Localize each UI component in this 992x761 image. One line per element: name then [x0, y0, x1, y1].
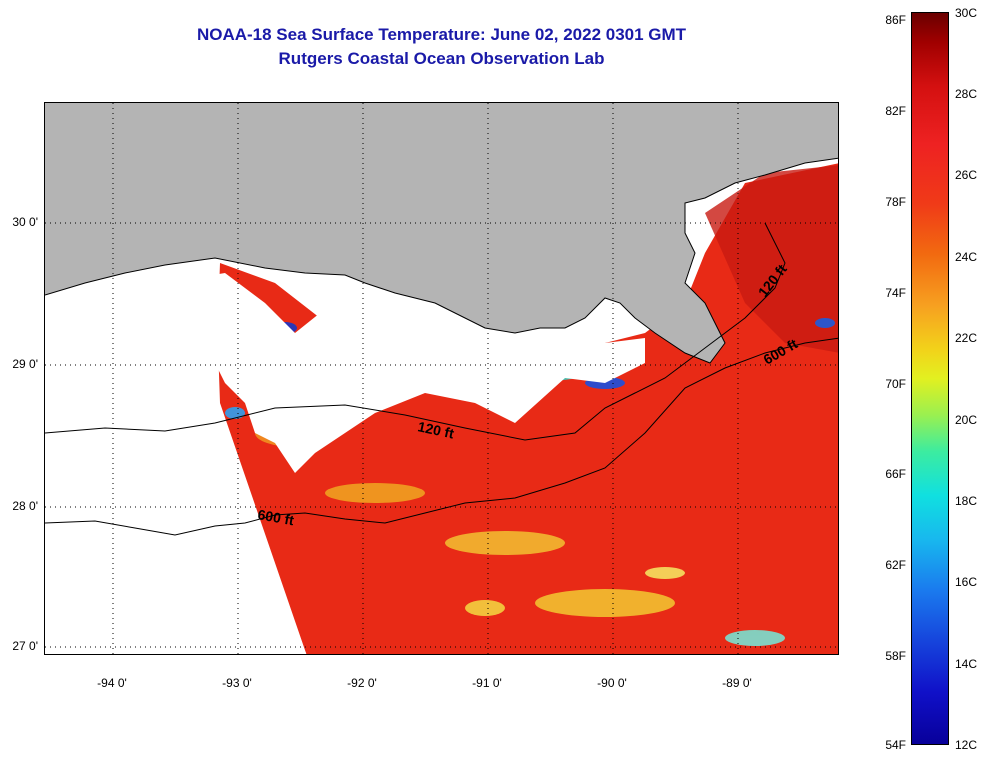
lon-label-90: -90 0' — [597, 676, 627, 690]
chart-title: NOAA-18 Sea Surface Temperature: June 02… — [196, 25, 687, 44]
lon-label-91: -91 0' — [472, 676, 502, 690]
colorbar-c-14: 14C — [955, 657, 978, 671]
colorbar-c-12: 12C — [955, 738, 978, 752]
colorbar — [911, 12, 949, 745]
colorbar-c-22: 22C — [955, 331, 978, 345]
colorbar-c-26: 26C — [955, 168, 978, 182]
colorbar-c-20: 20C — [955, 413, 978, 427]
sst-warm-patch — [705, 165, 838, 353]
no-data-west — [45, 258, 307, 654]
sst-map: 120 ft 600 ft 120 ft 600 ft — [44, 102, 839, 655]
contour-label-120ft-west: 120 ft — [416, 418, 455, 441]
colorbar-c-30: 30C — [955, 6, 978, 20]
colorbar-f-78: 78F — [885, 195, 906, 209]
colorbar-c-28: 28C — [955, 87, 978, 101]
colorbar-c-16: 16C — [955, 575, 978, 589]
colorbar-f-54: 54F — [885, 738, 906, 752]
isobath-120ft — [45, 222, 786, 441]
lat-label-27: 27 0' — [12, 639, 38, 653]
contour-label-600ft-west: 600 ft — [256, 506, 295, 528]
graticule — [45, 103, 838, 654]
lat-label-30: 30 0' — [12, 215, 38, 229]
lat-label-28: 28 0' — [12, 499, 38, 513]
isobath-600ft — [45, 337, 838, 536]
lon-label-92: -92 0' — [347, 676, 377, 690]
colorbar-c-18: 18C — [955, 494, 978, 508]
colorbar-f-62: 62F — [885, 558, 906, 572]
colorbar-f-58: 58F — [885, 649, 906, 663]
colorbar-f-74: 74F — [885, 286, 906, 300]
land — [45, 103, 838, 363]
colorbar-f-66: 66F — [885, 467, 906, 481]
no-data-region — [165, 273, 645, 473]
lon-label-93: -93 0' — [222, 676, 252, 690]
lat-label-29: 29 0' — [12, 357, 38, 371]
coastline — [45, 157, 838, 364]
chart-subtitle: Rutgers Coastal Ocean Observation Lab — [278, 49, 605, 68]
lon-label-89: -89 0' — [722, 676, 752, 690]
lon-label-94: -94 0' — [97, 676, 127, 690]
colorbar-f-70: 70F — [885, 377, 906, 391]
sst-map-canvas: 120 ft 600 ft 120 ft 600 ft — [45, 103, 838, 654]
colorbar-f-82: 82F — [885, 104, 906, 118]
colorbar-f-86: 86F — [885, 13, 906, 27]
colorbar-c-24: 24C — [955, 250, 978, 264]
